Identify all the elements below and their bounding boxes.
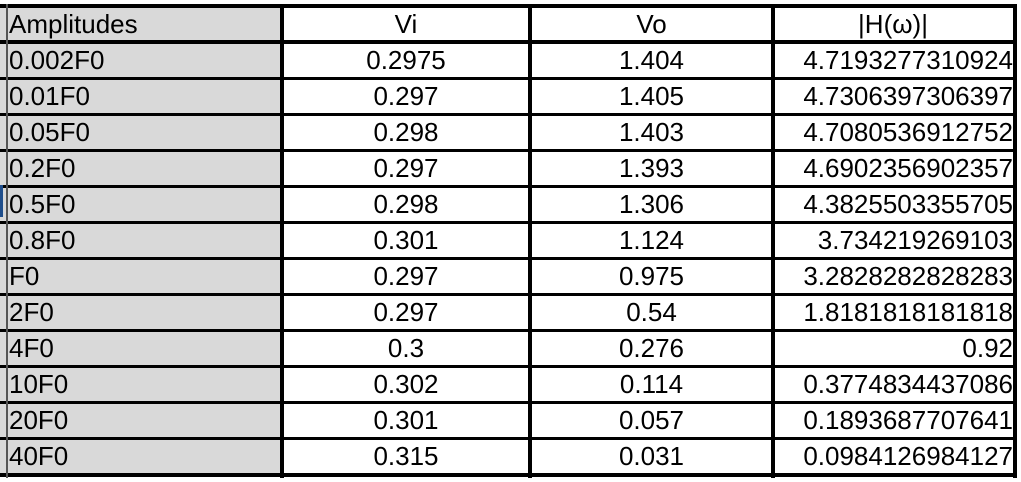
vo-cell[interactable]: 0.975 xyxy=(618,261,685,291)
grid-line xyxy=(0,40,1017,44)
grid-line xyxy=(0,113,1017,116)
vi-cell[interactable]: 0.315 xyxy=(373,441,439,471)
vi-cell[interactable]: 0.297 xyxy=(373,297,439,327)
header-cell-vi[interactable]: Vi xyxy=(282,6,530,42)
grid-line xyxy=(0,293,1017,296)
h-omega-cell[interactable]: 0.3774834437086 xyxy=(803,369,1013,399)
h-omega-cell[interactable]: 0.0984126984127 xyxy=(803,441,1013,471)
table-row: 0.05F0 0.298 1.403 4.7080536912752 xyxy=(0,114,1017,150)
amplitude-cell[interactable]: F0 xyxy=(0,258,282,294)
h-omega-cell[interactable]: 4.7080536912752 xyxy=(803,117,1013,147)
grid-line xyxy=(0,437,1017,440)
h-omega-cell[interactable]: 4.3825503355705 xyxy=(803,189,1013,219)
vo-cell[interactable]: 1.403 xyxy=(618,117,685,147)
table-row: 0.5F0 0.298 1.306 4.3825503355705 xyxy=(0,186,1017,222)
vo-cell[interactable]: 1.124 xyxy=(618,225,685,255)
vo-cell[interactable]: 1.393 xyxy=(618,153,685,183)
h-omega-cell[interactable]: 1.8181818181818 xyxy=(803,297,1013,327)
grid-line xyxy=(1013,4,1017,478)
vi-cell[interactable]: 0.297 xyxy=(373,81,439,111)
grid-line xyxy=(280,4,284,478)
header-cell-vo[interactable]: Vo xyxy=(530,6,773,42)
table-row: 20F0 0.301 0.057 0.1893687707641 xyxy=(0,402,1017,438)
amplitude-cell[interactable]: 20F0 xyxy=(0,402,282,438)
vi-cell[interactable]: 0.297 xyxy=(373,261,439,291)
vi-cell[interactable]: 0.2975 xyxy=(366,45,446,75)
h-omega-cell[interactable]: 0.1893687707641 xyxy=(803,405,1013,435)
grid-line xyxy=(0,473,1017,477)
vi-cell[interactable]: 0.301 xyxy=(373,405,439,435)
grid-line xyxy=(6,4,8,478)
amplitude-cell[interactable]: 0.5F0 xyxy=(0,186,282,222)
grid-line xyxy=(0,221,1017,224)
selection-marker xyxy=(0,185,3,217)
h-omega-cell[interactable]: 3.734219269103 xyxy=(817,225,1013,255)
grid-line xyxy=(0,257,1017,260)
table-row: 40F0 0.315 0.031 0.0984126984127 xyxy=(0,438,1017,474)
h-omega-cell[interactable]: 4.7193277310924 xyxy=(803,45,1013,75)
h-omega-cell[interactable]: 0.92 xyxy=(962,333,1013,363)
vi-cell[interactable]: 0.302 xyxy=(373,369,439,399)
vi-cell[interactable]: 0.298 xyxy=(373,189,439,219)
table-row: 0.002F0 0.2975 1.404 4.7193277310924 xyxy=(0,42,1017,78)
h-omega-cell[interactable]: 4.6902356902357 xyxy=(803,153,1013,183)
grid-line xyxy=(0,401,1017,404)
amplitude-cell[interactable]: 4F0 xyxy=(0,330,282,366)
grid-line xyxy=(0,149,1017,152)
vi-cell[interactable]: 0.298 xyxy=(373,117,439,147)
vo-cell[interactable]: 1.405 xyxy=(618,81,685,111)
vo-cell[interactable]: 0.031 xyxy=(618,441,685,471)
h-omega-cell[interactable]: 4.7306397306397 xyxy=(803,81,1013,111)
grid-line xyxy=(0,365,1017,368)
table-row: 4F0 0.3 0.276 0.92 xyxy=(0,330,1017,366)
grid-line xyxy=(0,329,1017,332)
vi-cell[interactable]: 0.301 xyxy=(373,225,439,255)
vo-cell[interactable]: 0.114 xyxy=(619,369,684,399)
header-cell-h-omega[interactable]: |H(ω)| xyxy=(773,6,1015,42)
amplitude-cell[interactable]: 0.01F0 xyxy=(0,78,282,114)
h-omega-cell[interactable]: 3.2828282828283 xyxy=(803,261,1013,291)
table-row: 0.01F0 0.297 1.405 4.7306397306397 xyxy=(0,78,1017,114)
amplitude-cell[interactable]: 10F0 xyxy=(0,366,282,402)
table-row: 2F0 0.297 0.54 1.8181818181818 xyxy=(0,294,1017,330)
table-row: F0 0.297 0.975 3.2828282828283 xyxy=(0,258,1017,294)
amplitude-cell[interactable]: 0.2F0 xyxy=(0,150,282,186)
amplitude-cell[interactable]: 0.8F0 xyxy=(0,222,282,258)
vi-cell[interactable]: 0.3 xyxy=(387,333,425,363)
amplitude-cell[interactable]: 0.002F0 xyxy=(0,42,282,78)
amplitude-cell[interactable]: 40F0 xyxy=(0,438,282,474)
vo-cell[interactable]: 0.54 xyxy=(626,297,677,327)
vo-cell[interactable]: 1.306 xyxy=(618,189,685,219)
grid-line xyxy=(0,185,1017,188)
amplitude-cell[interactable]: 0.05F0 xyxy=(0,114,282,150)
table-row: 0.8F0 0.301 1.124 3.734219269103 xyxy=(0,222,1017,258)
grid-line xyxy=(528,4,532,478)
vo-cell[interactable]: 0.276 xyxy=(618,333,685,363)
table-row: 10F0 0.302 0.114 0.3774834437086 xyxy=(0,366,1017,402)
vi-cell[interactable]: 0.297 xyxy=(373,153,439,183)
header-row: Amplitudes Vi Vo |H(ω)| xyxy=(0,6,1017,42)
header-cell-amplitudes[interactable]: Amplitudes xyxy=(0,6,282,42)
vo-cell[interactable]: 0.057 xyxy=(618,405,685,435)
grid-line xyxy=(771,4,775,478)
amplitude-cell[interactable]: 2F0 xyxy=(0,294,282,330)
vo-cell[interactable]: 1.404 xyxy=(618,45,685,75)
grid-line xyxy=(0,77,1017,80)
table-row: 0.2F0 0.297 1.393 4.6902356902357 xyxy=(0,150,1017,186)
grid-line xyxy=(0,4,1017,8)
